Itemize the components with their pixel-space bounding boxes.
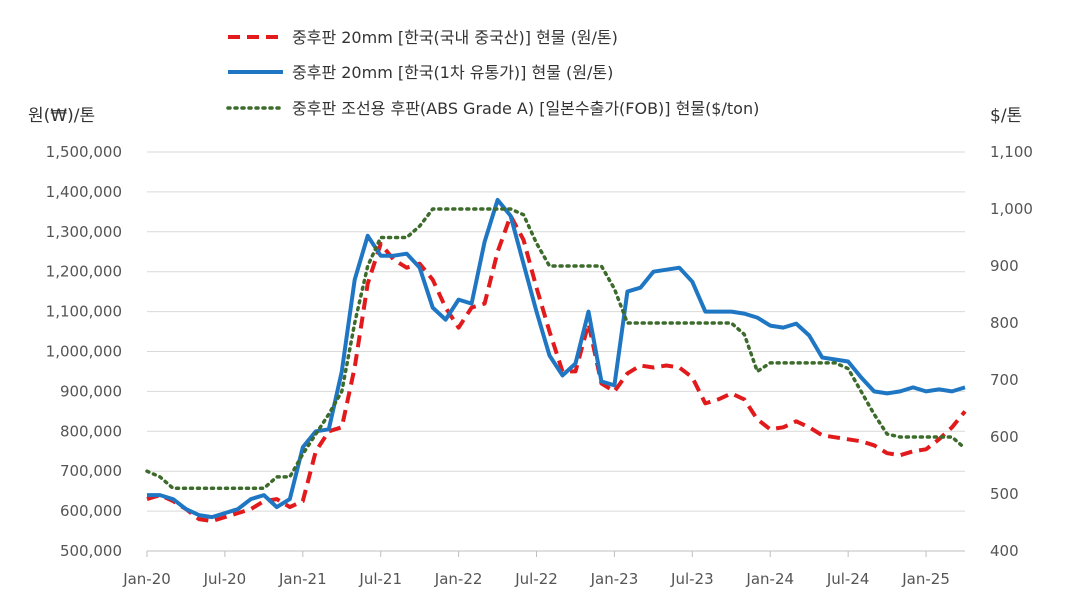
y-left-tick-label: 800,000 xyxy=(60,422,122,440)
y-left-tick-label: 1,100,000 xyxy=(46,303,122,321)
x-tick-label: Jan-21 xyxy=(278,570,327,588)
y-right-tick-label: 1,000 xyxy=(990,200,1033,218)
y-right-tick-label: 900 xyxy=(990,257,1019,275)
legend-label-1: 중후판 20mm [한국(국내 중국산)] 현물 (원/톤) xyxy=(292,28,618,47)
left-axis-ticks: 500,000 600,000 700,000 800,000 900,000 1,000… xyxy=(46,143,122,560)
right-axis-ticks: 400 500 600 700 800 900 1,000 1,100 xyxy=(990,143,1033,560)
y-right-tick-label: 800 xyxy=(990,314,1019,332)
y-left-tick-label: 1,500,000 xyxy=(46,143,122,161)
series-line-3 xyxy=(145,207,967,491)
x-tick-label: Jul-24 xyxy=(826,570,870,588)
y-left-tick-label: 1,300,000 xyxy=(46,223,122,241)
y-left-tick-label: 900,000 xyxy=(60,382,122,400)
x-tick-label: Jul-21 xyxy=(358,570,402,588)
x-tick-label: Jan-20 xyxy=(122,570,171,588)
y-left-tick-label: 600,000 xyxy=(60,502,122,520)
series-line-1 xyxy=(146,213,967,524)
y-right-tick-label: 400 xyxy=(990,542,1019,560)
y-right-tick-label: 600 xyxy=(990,428,1019,446)
legend: 중후판 20mm [한국(국내 중국산)] 현물 (원/톤) 중후판 20mm [… xyxy=(226,28,759,118)
y-left-tick-label: 1,200,000 xyxy=(46,263,122,281)
y-left-tick-label: 1,000,000 xyxy=(46,343,122,361)
x-tick-label: Jul-22 xyxy=(514,570,558,588)
y-right-tick-label: 700 xyxy=(990,371,1019,389)
x-tick-label: Jan-23 xyxy=(590,570,639,588)
y-right-tick-label: 1,100 xyxy=(990,143,1033,161)
x-tick-label: Jan-25 xyxy=(901,570,950,588)
y-left-tick-label: 500,000 xyxy=(60,542,122,560)
series-line-2 xyxy=(147,197,966,520)
legend-label-3: 중후판 조선용 후판(ABS Grade A) [일본수출가(FOB)] 현물(… xyxy=(292,99,759,118)
y-left-tick-label: 700,000 xyxy=(60,462,122,480)
y-right-tick-label: 500 xyxy=(990,485,1019,503)
x-tick-label: Jul-23 xyxy=(670,570,714,588)
gridlines xyxy=(147,151,965,512)
x-tick-label: Jul-20 xyxy=(203,570,247,588)
legend-label-2: 중후판 20mm [한국(1차 유통가)] 현물 (원/톤) xyxy=(292,63,613,82)
y-right-axis-title: $/톤 xyxy=(990,106,1022,126)
x-tick-label: Jan-24 xyxy=(745,570,794,588)
y-left-tick-label: 1,400,000 xyxy=(46,183,122,201)
y-left-axis-title: 원(₩)/톤 xyxy=(28,106,95,126)
series-lines xyxy=(145,197,967,524)
x-axis-ticks: Jan-20 Jul-20 Jan-21 Jul-21 Jan-22 Jul-22 Jan-… xyxy=(122,551,950,588)
x-tick-label: Jan-22 xyxy=(434,570,483,588)
